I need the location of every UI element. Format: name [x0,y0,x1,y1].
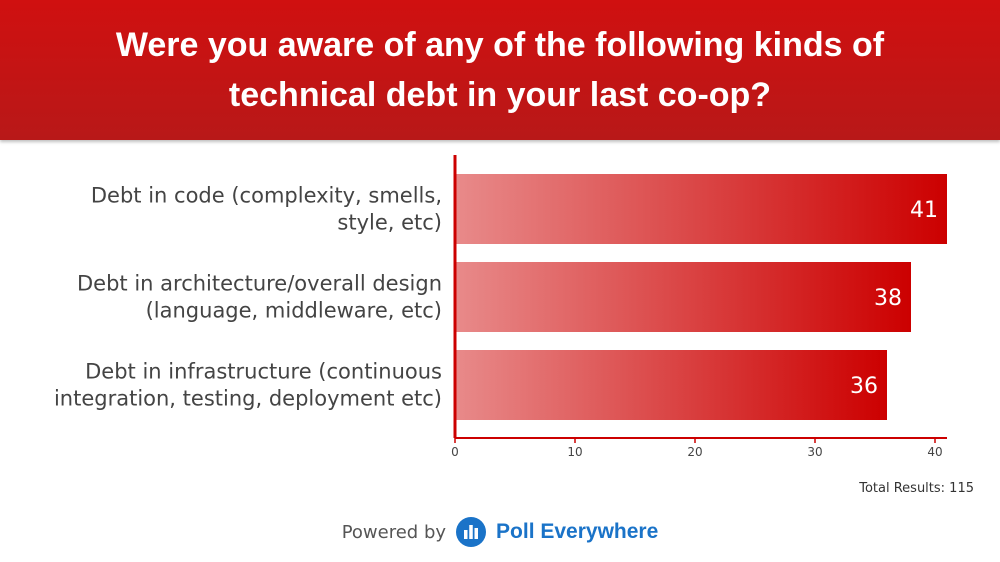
brand-name[interactable]: Poll Everywhere [496,520,659,543]
powered-by-label: Powered by [341,521,447,543]
bar-chart: 41 Debt in code (complexity, smells, style… [54,155,947,459]
category-label: Debt in code (complexity, smells, [91,184,442,208]
total-results: Total Results: 115 [859,481,974,496]
footer: Powered by Poll Everywhere [0,512,1000,552]
x-tick-label: 40 [927,445,942,459]
x-tick-label: 0 [451,445,459,459]
title-bar: Were you aware of any of the following k… [0,0,1000,140]
poll-title: Were you aware of any of the following k… [115,26,885,114]
bar-value-label: 36 [850,374,878,399]
bar [455,174,947,244]
bar [455,262,911,332]
bar-value-label: 38 [874,286,902,311]
category-label: integration, testing, deployment etc) [54,387,442,411]
bar [455,350,887,420]
category-label: Debt in infrastructure (continuous [85,360,442,384]
poll-everywhere-logo-icon [456,517,487,547]
category-label: (language, middleware, etc) [146,299,442,323]
bar-value-label: 41 [910,198,938,223]
category-label: style, etc) [337,211,442,235]
x-tick-label: 20 [687,445,702,459]
category-label: Debt in architecture/overall design [77,272,442,296]
x-tick-label: 30 [807,445,822,459]
x-tick-label: 10 [567,445,582,459]
